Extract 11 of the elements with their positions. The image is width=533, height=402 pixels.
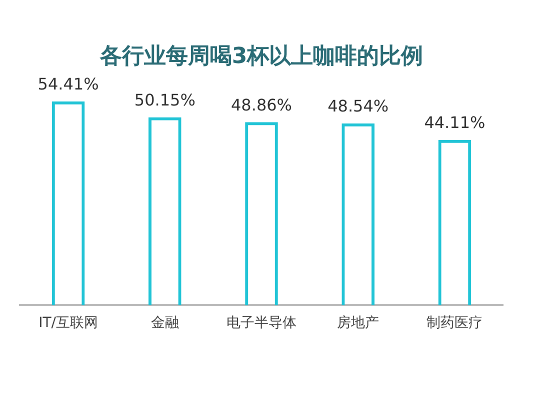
x-tick-label: IT/互联网: [38, 315, 98, 332]
data-label: 44.11%: [424, 113, 486, 132]
x-tick-label: 房地产: [337, 315, 380, 332]
chart-title: 各行业每周喝3杯以上咖啡的比例: [98, 44, 424, 69]
data-label: 50.15%: [134, 90, 196, 110]
data-label: 48.54%: [328, 96, 389, 116]
data-label: 54.41%: [38, 74, 99, 94]
data-label: 48.86%: [230, 95, 292, 114]
x-tick-label: 金融: [150, 315, 179, 332]
x-tick-label: 制药医疗: [426, 315, 483, 332]
x-tick-label: 电子半导体: [226, 315, 296, 332]
